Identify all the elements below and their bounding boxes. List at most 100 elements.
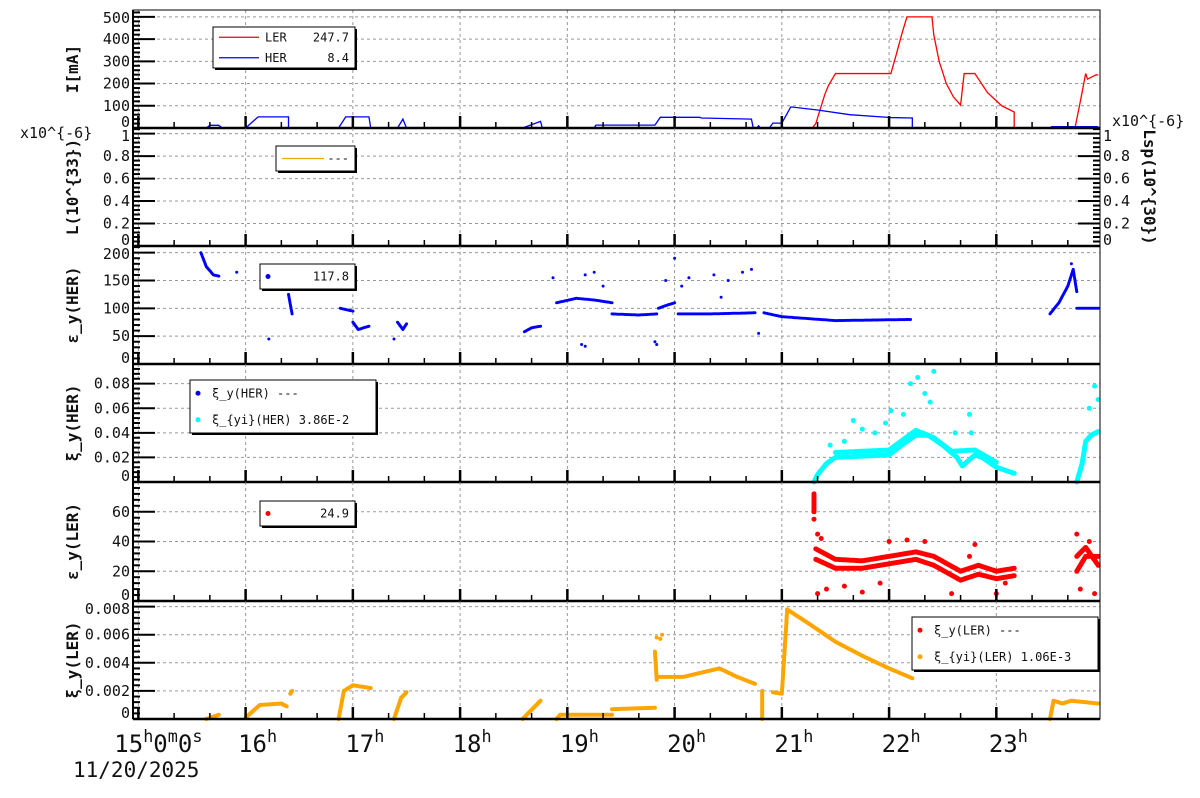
data-point — [1096, 701, 1101, 706]
data-point — [1095, 429, 1101, 435]
data-point — [872, 430, 878, 436]
data-point — [922, 539, 928, 544]
x-tick-label: 22h — [882, 726, 921, 758]
data-point — [967, 553, 972, 559]
y-tick-label: 0 — [121, 467, 130, 485]
data-point — [818, 536, 824, 541]
data-point — [908, 381, 913, 387]
y-tick-label: 1 — [121, 127, 130, 145]
x-tick-label: 21h — [774, 726, 813, 758]
data-point — [968, 430, 974, 436]
x-tick-label: 20h — [667, 726, 706, 758]
data-point — [1077, 586, 1083, 592]
y-axis-label: L(10^{33}) — [63, 139, 82, 235]
y-tick-label: 0 — [121, 586, 130, 604]
data-point — [1011, 573, 1017, 579]
legend: 24.9 — [259, 500, 357, 528]
legend-label: LER — [265, 30, 287, 44]
data-point — [1074, 531, 1080, 537]
data-point — [927, 399, 933, 405]
data-point — [538, 698, 543, 703]
data-point — [922, 391, 928, 396]
data-point — [680, 284, 684, 288]
y-tick-label: 0.002 — [85, 682, 130, 700]
y-tick-label: 0.4 — [103, 192, 130, 210]
data-point — [886, 539, 892, 544]
data-point — [580, 343, 584, 346]
data-point — [900, 411, 906, 417]
data-point — [1069, 262, 1073, 266]
y-tick-label-right: 1 — [1103, 127, 1112, 145]
data-point — [726, 279, 730, 282]
legend: LER 247.7 HER 8.4 — [212, 26, 357, 70]
y-tick-label-right: 0.2 — [1103, 215, 1130, 233]
legend-label: ξ_y(LER) --- — [934, 623, 1021, 637]
y-tick-label: 0.008 — [85, 600, 130, 618]
y-axis-label: ε_y(HER) — [63, 266, 82, 343]
data-point — [949, 591, 955, 597]
data-point — [719, 295, 723, 299]
legend: ξ_y(LER) --- ξ_{yi}(LER) 1.06E-3 — [911, 616, 1100, 672]
legend-value: 24.9 — [320, 507, 349, 521]
data-point — [658, 636, 663, 641]
data-point — [654, 635, 659, 640]
y-tick-label: 0.08 — [94, 375, 130, 393]
data-point — [760, 688, 765, 693]
data-point — [1095, 553, 1101, 559]
y-tick-label: 0.004 — [85, 654, 130, 672]
legend-box — [212, 26, 356, 69]
data-point — [290, 312, 294, 316]
y-tick-label: 0.6 — [103, 170, 130, 188]
y-tick-label-right: 0.4 — [1103, 192, 1130, 210]
data-point — [592, 270, 596, 274]
y-tick-label: 0.04 — [94, 424, 130, 442]
data-point — [610, 301, 614, 305]
data-point — [824, 586, 829, 592]
y-tick-label: 0.006 — [85, 626, 130, 644]
y-tick-label: 200 — [103, 75, 130, 93]
data-point — [712, 273, 716, 277]
data-point — [952, 430, 958, 436]
y-axis-label: I[mA] — [63, 45, 82, 93]
data-point — [290, 688, 295, 693]
y-exponent-label-right: x10^{-6} — [1112, 112, 1184, 130]
data-point — [405, 322, 408, 326]
legend-dot-marker — [195, 417, 201, 423]
y-axis-label: ε_y(LER) — [63, 503, 82, 580]
x-tick-label: 23h — [989, 726, 1028, 758]
data-point — [216, 712, 221, 717]
legend-value: --- — [327, 152, 349, 166]
legend-label: ξ_{yi}(LER) 1.06E-3 — [934, 650, 1071, 664]
y-tick-label: 0 — [121, 231, 130, 249]
data-point — [1011, 470, 1017, 476]
y-tick-label: 0 — [121, 113, 130, 131]
legend-dot-marker — [265, 511, 271, 516]
data-point — [1095, 397, 1101, 403]
data-point — [827, 442, 833, 448]
data-point — [655, 312, 659, 316]
legend-label: ξ_y(HER) --- — [212, 386, 299, 400]
data-point — [673, 256, 677, 260]
data-point — [859, 589, 865, 595]
y-tick-label: 0 — [121, 349, 130, 367]
data-point — [583, 273, 587, 277]
y-tick-label: 60 — [112, 503, 130, 521]
y-exponent-label: x10^{-6} — [20, 124, 92, 142]
y-tick-label: 150 — [103, 272, 130, 290]
legend: ξ_y(HER) --- ξ_{yi}(HER) 3.86E-2 — [189, 379, 378, 435]
x-tick-label: 17h — [345, 726, 384, 758]
data-point — [392, 337, 396, 341]
data-point — [967, 411, 972, 417]
data-point — [841, 583, 847, 589]
data-point — [217, 274, 221, 278]
data-point — [1002, 580, 1008, 586]
data-point — [753, 311, 757, 315]
panel-3: 0 50 100 150 200 ε_y(HER) 117.8 — [63, 245, 1101, 367]
x-tick-label: 18h — [453, 726, 492, 758]
data-point — [753, 681, 757, 686]
data-point — [757, 331, 761, 335]
legend-value: 247.7 — [313, 30, 349, 44]
